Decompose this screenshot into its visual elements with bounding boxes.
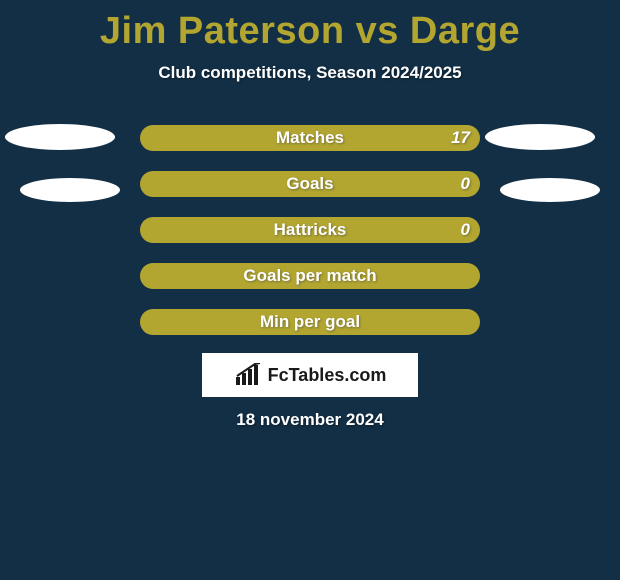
fctables-badge: FcTables.com	[202, 353, 418, 397]
stat-label: Goals	[140, 171, 480, 197]
stat-value-right: 0	[461, 171, 470, 197]
stat-label: Hattricks	[140, 217, 480, 243]
stat-label: Min per goal	[140, 309, 480, 335]
stats-area: Matches17Goals0Hattricks0Goals per match…	[0, 125, 620, 355]
stat-row: Goals per match	[0, 263, 620, 289]
decorative-ellipse	[5, 124, 115, 150]
chart-icon	[234, 363, 264, 387]
date-text: 18 november 2024	[0, 410, 620, 430]
decorative-ellipse	[485, 124, 595, 150]
decorative-ellipse	[20, 178, 120, 202]
stat-value-right: 0	[461, 217, 470, 243]
stat-row: Min per goal	[0, 309, 620, 335]
decorative-ellipse	[500, 178, 600, 202]
page-title: Jim Paterson vs Darge	[0, 0, 620, 53]
badge-text: FcTables.com	[268, 365, 387, 386]
stat-row: Hattricks0	[0, 217, 620, 243]
stat-label: Matches	[140, 125, 480, 151]
subtitle: Club competitions, Season 2024/2025	[0, 63, 620, 83]
stat-label: Goals per match	[140, 263, 480, 289]
stat-value-right: 17	[451, 125, 470, 151]
